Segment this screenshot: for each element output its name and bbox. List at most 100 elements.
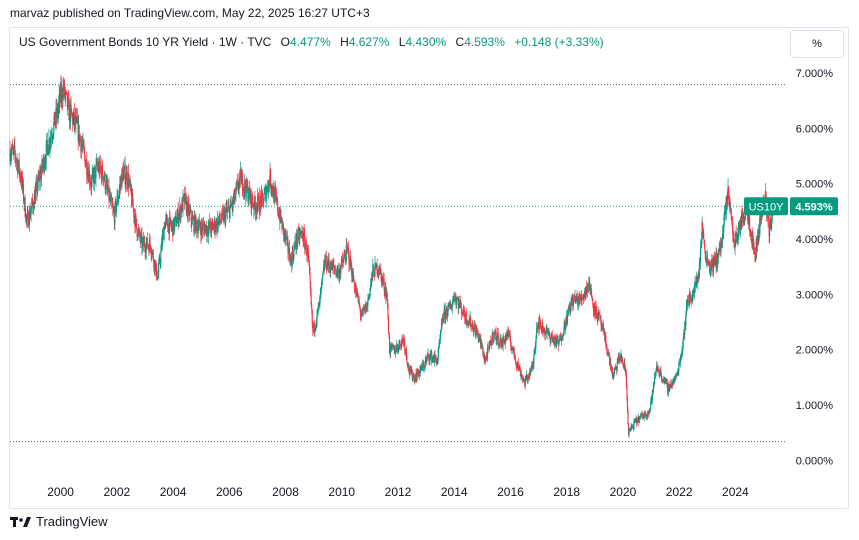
candle-body bbox=[372, 265, 374, 276]
candle-body bbox=[238, 188, 240, 190]
candle-body bbox=[720, 241, 723, 244]
candle-body bbox=[244, 180, 246, 190]
candle-body bbox=[281, 221, 284, 230]
candle-body bbox=[164, 222, 166, 229]
x-tick-label: 2016 bbox=[497, 485, 524, 499]
candle-body bbox=[567, 309, 569, 314]
candle-body bbox=[347, 247, 349, 249]
candle-body bbox=[699, 262, 701, 264]
candle-body bbox=[519, 366, 521, 370]
candle-body bbox=[132, 193, 134, 207]
candle-body bbox=[618, 357, 620, 361]
candle-body bbox=[565, 326, 567, 329]
candle-body bbox=[202, 224, 204, 232]
candle-body bbox=[401, 338, 404, 340]
candle-body bbox=[265, 192, 267, 201]
candle-body bbox=[169, 217, 171, 219]
candle-body bbox=[725, 197, 727, 213]
candle-body bbox=[166, 217, 168, 219]
candle-body bbox=[689, 292, 691, 299]
candle-body bbox=[358, 301, 360, 305]
candle-body bbox=[451, 302, 453, 307]
candle-body bbox=[688, 300, 690, 303]
percent-scale-button[interactable]: % bbox=[790, 30, 844, 58]
candle-body bbox=[91, 179, 93, 187]
candle-body bbox=[89, 182, 91, 183]
x-tick-label: 2000 bbox=[47, 485, 74, 499]
candle-body bbox=[264, 189, 266, 194]
footer-brand[interactable]: TradingView bbox=[10, 514, 108, 529]
candle-body bbox=[75, 117, 77, 125]
candle-body bbox=[70, 104, 72, 110]
candle-body bbox=[578, 299, 580, 304]
candle-body bbox=[405, 348, 407, 356]
candle-body bbox=[500, 338, 502, 348]
candle-body bbox=[511, 349, 513, 350]
candle-body bbox=[679, 356, 682, 364]
y-tick-label: 0.000% bbox=[796, 455, 834, 467]
candle-body bbox=[310, 293, 312, 305]
candle-body bbox=[532, 363, 534, 368]
candle-body bbox=[509, 334, 511, 341]
candle-body bbox=[685, 306, 687, 313]
candle-body bbox=[314, 327, 317, 329]
candle-body bbox=[42, 164, 44, 168]
candle-body bbox=[700, 246, 702, 249]
candle-body bbox=[199, 220, 201, 227]
candle-body bbox=[573, 294, 576, 296]
candle-body bbox=[672, 380, 674, 385]
candle-body bbox=[538, 318, 540, 330]
candle-body bbox=[44, 164, 46, 171]
candle-body bbox=[307, 252, 310, 258]
candle-body bbox=[666, 382, 669, 392]
legend-symbol[interactable]: US Government Bonds 10 YR Yield · 1W · T… bbox=[19, 35, 272, 49]
candle-body bbox=[259, 195, 261, 200]
candle-body bbox=[521, 375, 523, 378]
candle-body bbox=[418, 370, 420, 377]
candle-body bbox=[387, 303, 389, 319]
candle-body bbox=[301, 231, 304, 239]
candle-body bbox=[310, 282, 312, 294]
low-label: L bbox=[398, 35, 406, 49]
candle-body bbox=[159, 258, 161, 263]
candle-body bbox=[31, 205, 33, 211]
candle-body bbox=[71, 109, 73, 115]
candle-body bbox=[66, 91, 68, 94]
candle-body bbox=[337, 271, 339, 275]
candle-body bbox=[638, 418, 640, 423]
candle-body bbox=[491, 339, 493, 346]
candle-body bbox=[426, 356, 428, 358]
candle-body bbox=[263, 200, 265, 206]
candle-body bbox=[192, 217, 194, 220]
candle-body bbox=[382, 280, 384, 282]
candle-body bbox=[729, 201, 731, 207]
ticker-tag-label: US10Y bbox=[749, 201, 785, 213]
candle-body bbox=[78, 124, 80, 142]
candle-body bbox=[168, 217, 171, 234]
candle-body bbox=[544, 332, 546, 335]
candle-body bbox=[396, 345, 398, 352]
candle-body bbox=[499, 338, 501, 344]
candle-body bbox=[19, 171, 21, 179]
candle-body bbox=[188, 209, 191, 216]
candle-body bbox=[64, 94, 66, 96]
candle-body bbox=[36, 181, 38, 193]
candle-body bbox=[331, 263, 333, 271]
candle-body bbox=[718, 243, 720, 253]
candle-body bbox=[410, 368, 412, 370]
candle-body bbox=[37, 176, 39, 188]
candle-body bbox=[14, 153, 16, 159]
candle-body bbox=[238, 180, 240, 189]
candle-body bbox=[207, 227, 209, 236]
candle-body bbox=[353, 281, 355, 289]
candle-body bbox=[234, 194, 237, 199]
candle-body bbox=[585, 286, 587, 294]
candle-body bbox=[651, 390, 653, 401]
candle-body bbox=[431, 357, 433, 362]
candle-body bbox=[175, 215, 177, 226]
candle-body bbox=[508, 332, 510, 337]
candle-body bbox=[437, 349, 439, 360]
candle-body bbox=[24, 197, 26, 217]
candle-body bbox=[328, 258, 330, 267]
